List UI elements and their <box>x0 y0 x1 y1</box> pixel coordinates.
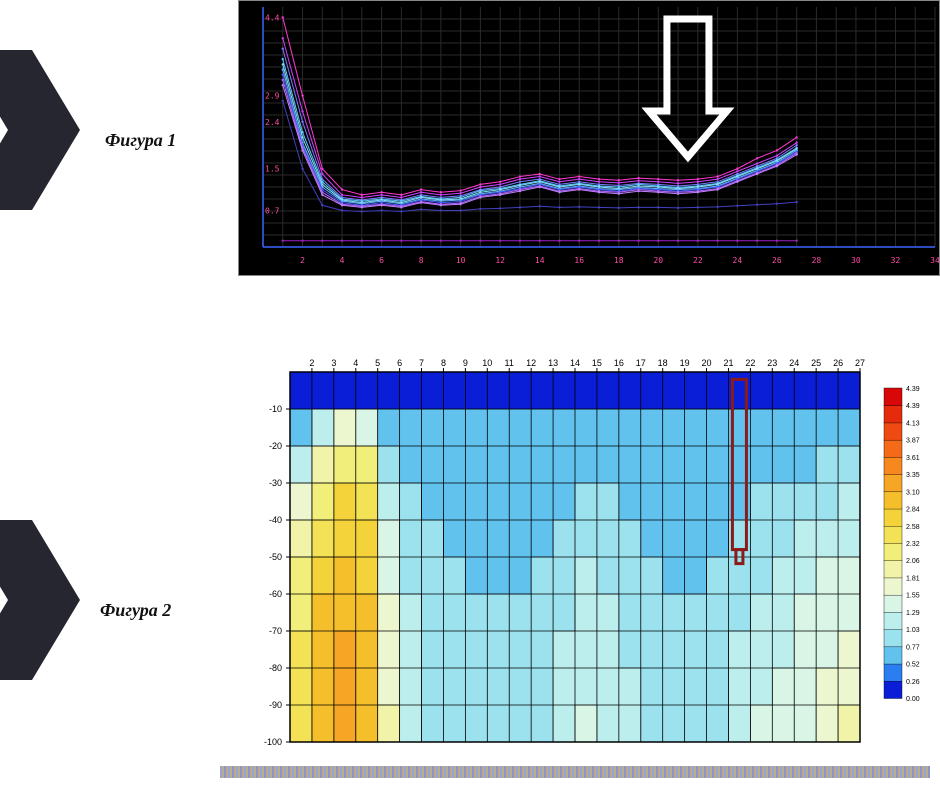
svg-text:17: 17 <box>636 358 646 368</box>
svg-text:3.35: 3.35 <box>906 472 920 479</box>
svg-text:34: 34 <box>930 256 939 265</box>
svg-text:1.55: 1.55 <box>906 593 920 600</box>
svg-text:7: 7 <box>419 358 424 368</box>
svg-text:3.87: 3.87 <box>906 438 920 445</box>
svg-text:14: 14 <box>570 358 580 368</box>
svg-text:4: 4 <box>353 358 358 368</box>
chart2: 2345678910111213141516171819202122232425… <box>238 350 938 760</box>
svg-text:2.9: 2.9 <box>265 92 280 101</box>
svg-text:19: 19 <box>680 358 690 368</box>
svg-text:4.4: 4.4 <box>265 13 280 22</box>
svg-text:9: 9 <box>463 358 468 368</box>
svg-text:25: 25 <box>811 358 821 368</box>
chart1-frame: 2468101214161820222426283032340.71.52.42… <box>238 0 940 276</box>
svg-text:2.84: 2.84 <box>906 507 920 514</box>
svg-text:-30: -30 <box>269 478 282 488</box>
svg-text:-40: -40 <box>269 515 282 525</box>
svg-text:4.39: 4.39 <box>906 403 920 410</box>
svg-text:22: 22 <box>693 256 703 265</box>
svg-text:-20: -20 <box>269 441 282 451</box>
svg-text:1.81: 1.81 <box>906 575 920 582</box>
svg-text:6: 6 <box>379 256 384 265</box>
svg-text:27: 27 <box>855 358 865 368</box>
svg-text:1.29: 1.29 <box>906 610 920 617</box>
svg-text:3.10: 3.10 <box>906 489 920 496</box>
label-fig2: Фигура 2 <box>100 600 171 621</box>
svg-text:4: 4 <box>340 256 345 265</box>
svg-text:2: 2 <box>309 358 314 368</box>
svg-text:4.39: 4.39 <box>906 386 920 393</box>
svg-text:-70: -70 <box>269 626 282 636</box>
svg-text:30: 30 <box>851 256 861 265</box>
label-fig1: Фигура 1 <box>105 130 176 151</box>
svg-text:20: 20 <box>653 256 663 265</box>
svg-text:12: 12 <box>526 358 536 368</box>
svg-text:8: 8 <box>419 256 424 265</box>
chevron-fig1 <box>0 50 80 210</box>
svg-text:15: 15 <box>592 358 602 368</box>
chart1: 2468101214161820222426283032340.71.52.42… <box>239 1 939 275</box>
svg-text:32: 32 <box>891 256 901 265</box>
svg-text:-100: -100 <box>264 737 282 747</box>
svg-text:11: 11 <box>505 358 514 368</box>
svg-text:16: 16 <box>574 256 584 265</box>
svg-text:18: 18 <box>614 256 624 265</box>
svg-text:24: 24 <box>789 358 799 368</box>
svg-text:14: 14 <box>535 256 545 265</box>
svg-text:-90: -90 <box>269 700 282 710</box>
svg-text:13: 13 <box>548 358 558 368</box>
svg-text:0.77: 0.77 <box>906 644 920 651</box>
svg-text:2.06: 2.06 <box>906 558 920 565</box>
svg-text:-60: -60 <box>269 589 282 599</box>
svg-text:26: 26 <box>772 256 782 265</box>
svg-text:0.26: 0.26 <box>906 679 920 686</box>
svg-text:0.00: 0.00 <box>906 696 920 703</box>
svg-text:2: 2 <box>300 256 305 265</box>
svg-text:2.32: 2.32 <box>906 541 920 548</box>
svg-text:21: 21 <box>723 358 733 368</box>
svg-text:10: 10 <box>456 256 466 265</box>
svg-text:5: 5 <box>375 358 380 368</box>
svg-text:20: 20 <box>702 358 712 368</box>
svg-text:0.52: 0.52 <box>906 662 920 669</box>
svg-text:4.13: 4.13 <box>906 420 920 427</box>
svg-text:-50: -50 <box>269 552 282 562</box>
svg-text:12: 12 <box>495 256 505 265</box>
svg-text:1.5: 1.5 <box>265 165 280 174</box>
chart2-frame: 2345678910111213141516171819202122232425… <box>238 350 938 760</box>
svg-text:6: 6 <box>397 358 402 368</box>
svg-text:-10: -10 <box>269 404 282 414</box>
svg-text:-80: -80 <box>269 663 282 673</box>
svg-text:18: 18 <box>658 358 668 368</box>
svg-text:24: 24 <box>733 256 743 265</box>
svg-text:2.4: 2.4 <box>265 118 280 127</box>
svg-text:26: 26 <box>833 358 843 368</box>
svg-text:3.61: 3.61 <box>906 455 920 462</box>
svg-text:28: 28 <box>812 256 822 265</box>
page: Фигура 1 2468101214161820222426283032340… <box>0 0 940 788</box>
svg-text:2.58: 2.58 <box>906 524 920 531</box>
svg-text:16: 16 <box>614 358 624 368</box>
svg-text:0.7: 0.7 <box>265 206 280 215</box>
svg-text:23: 23 <box>767 358 777 368</box>
chevron-fig2 <box>0 520 80 680</box>
svg-text:10: 10 <box>482 358 492 368</box>
svg-text:22: 22 <box>745 358 755 368</box>
svg-text:8: 8 <box>441 358 446 368</box>
svg-text:1.03: 1.03 <box>906 627 920 634</box>
footer-strip <box>220 766 930 778</box>
svg-text:3: 3 <box>331 358 336 368</box>
